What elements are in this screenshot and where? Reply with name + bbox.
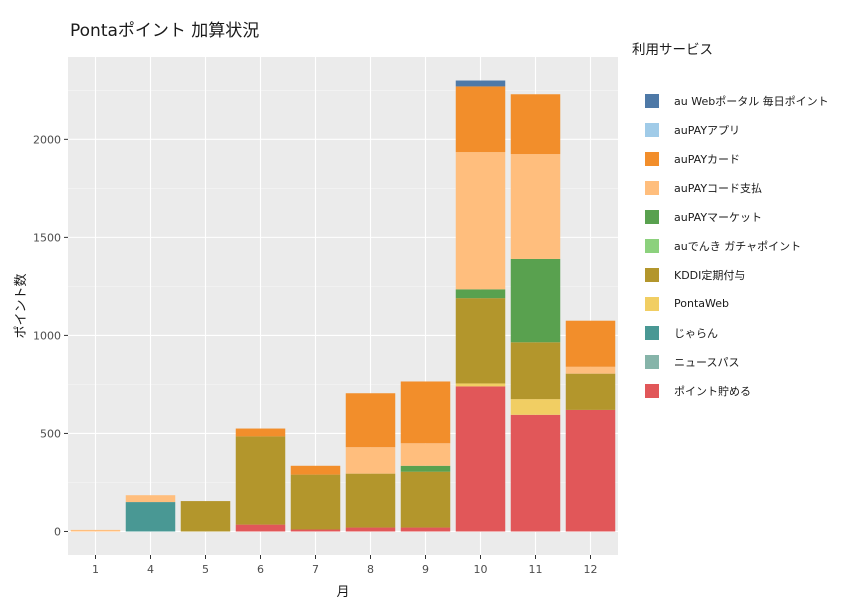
bar-segment [345, 473, 396, 528]
chart-title: Pontaポイント 加算状況 [70, 21, 260, 41]
legend-label: au Webポータル 毎日ポイント [674, 94, 829, 108]
x-tick-label: 4 [147, 563, 154, 576]
x-tick-label: 12 [584, 563, 598, 576]
bar-segment [510, 414, 561, 532]
legend-title: 利用サービス [632, 42, 713, 58]
bar-segment [400, 465, 451, 472]
bar-segment [455, 152, 506, 290]
y-tick-label: 1500 [33, 231, 61, 244]
bar-segment [510, 94, 561, 155]
bar-segment [400, 471, 451, 528]
legend-label: PontaWeb [674, 297, 729, 310]
bar-segment [455, 298, 506, 384]
legend-item: auPAYアプリ [632, 115, 857, 144]
legend-key [645, 180, 659, 195]
bar-segment [125, 502, 176, 532]
legend-label: ポイント貯める [674, 384, 751, 398]
bar-segment [235, 428, 286, 437]
legend-item: PontaWeb [632, 289, 857, 318]
legend-label: じゃらん [674, 326, 718, 340]
y-tick-label: 500 [40, 427, 61, 440]
legend-label: auでんき ガチャポイント [674, 239, 802, 253]
bar-segment [290, 529, 341, 532]
bar-segment [400, 443, 451, 466]
x-tick-label: 10 [474, 563, 488, 576]
legend-label: auPAYコード支払 [674, 181, 763, 195]
legend-label: KDDI定期付与 [674, 268, 746, 282]
x-tick-label: 11 [529, 563, 543, 576]
legend-item: auPAYマーケット [632, 202, 857, 231]
axes: 0 500 1000 1500 2000 1 4 5 6 7 8 9 10 11 12 [33, 133, 598, 576]
bars [70, 80, 616, 532]
bar-segment [345, 527, 396, 532]
legend-key [645, 354, 659, 369]
legend-key [645, 238, 659, 253]
legend-key [645, 209, 659, 224]
bar-segment [565, 409, 616, 532]
bar-segment [70, 529, 121, 532]
legend-label: auPAYマーケット [674, 210, 763, 224]
bar-segment [400, 527, 451, 532]
bar-segment [455, 86, 506, 153]
x-tick-label: 6 [257, 563, 264, 576]
legend-key [645, 151, 659, 166]
x-tick-label: 5 [202, 563, 209, 576]
legend-item: じゃらん [632, 318, 857, 347]
bar-segment [290, 465, 341, 475]
bar-segment [235, 436, 286, 525]
legend-item: auでんき ガチャポイント [632, 231, 857, 260]
bar-segment [290, 474, 341, 530]
legend-item: KDDI定期付与 [632, 260, 857, 289]
bar-segment [510, 258, 561, 343]
x-tick-label: 7 [312, 563, 319, 576]
bar-segment [455, 383, 506, 387]
legend-item: auPAYコード支払 [632, 173, 857, 202]
bar-segment [510, 342, 561, 400]
x-axis-title: 月 [336, 585, 349, 600]
bar-segment [345, 393, 396, 448]
bar-segment [455, 386, 506, 532]
bar-segment [455, 80, 506, 87]
y-tick-label: 2000 [33, 133, 61, 146]
bar-segment [180, 501, 231, 532]
bar-segment [125, 495, 176, 503]
bar-segment [565, 320, 616, 367]
y-tick-label: 1000 [33, 329, 61, 342]
legend-key [645, 325, 659, 340]
legend-key [645, 122, 659, 137]
bar-segment [565, 373, 616, 410]
legend-item: ポイント貯める [632, 376, 857, 405]
legend-item: au Webポータル 毎日ポイント [632, 86, 857, 115]
bar-segment [235, 524, 286, 532]
bar-segment [565, 366, 616, 374]
legend: 利用サービス au Webポータル 毎日ポイント auPAYアプリ auPAYカード… [632, 38, 857, 405]
legend-item: auPAYカード [632, 144, 857, 173]
legend-items: au Webポータル 毎日ポイント auPAYアプリ auPAYカード auPAYコー… [632, 86, 857, 405]
legend-key [645, 296, 659, 311]
bar-segment [345, 447, 396, 474]
bar-segment [510, 399, 561, 415]
legend-label: auPAYアプリ [674, 123, 741, 137]
y-tick-label: 0 [54, 525, 61, 538]
legend-key [645, 383, 659, 398]
legend-item: ニュースパス [632, 347, 857, 376]
x-tick-label: 9 [422, 563, 429, 576]
y-axis-title: ポイント数 [14, 273, 29, 338]
bar-segment [400, 381, 451, 444]
legend-label: ニュースパス [674, 355, 740, 369]
bar-segment [455, 289, 506, 299]
x-tick-label: 1 [92, 563, 99, 576]
bar-segment [510, 154, 561, 259]
legend-key [645, 93, 659, 108]
x-tick-label: 8 [367, 563, 374, 576]
legend-label: auPAYカード [674, 152, 741, 166]
legend-key [645, 267, 659, 282]
